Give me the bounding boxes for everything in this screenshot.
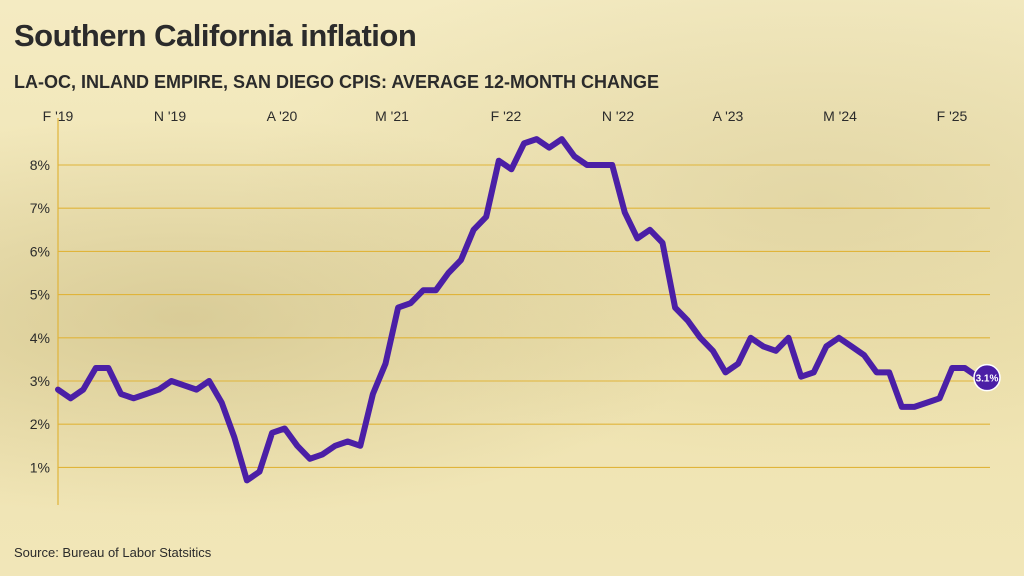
y-tick-label: 7%: [30, 200, 50, 216]
source-note: Source: Bureau of Labor Statsitics: [14, 545, 212, 560]
x-tick-label: N '19: [154, 108, 186, 124]
x-tick-label: F '25: [937, 108, 968, 124]
series-line: [55, 136, 993, 484]
x-tick-label: F '19: [43, 108, 74, 124]
chart-subtitle: LA-OC, INLAND EMPIRE, SAN DIEGO CPIS: AV…: [14, 72, 660, 92]
x-tick-label: A '20: [267, 108, 298, 124]
x-tick-label: M '21: [375, 108, 409, 124]
y-tick-label: 4%: [30, 330, 50, 346]
x-tick-label: A '23: [713, 108, 744, 124]
end-point-marker: [973, 363, 1001, 392]
y-tick-label: 6%: [30, 243, 50, 259]
y-tick-label: 3%: [30, 373, 50, 389]
y-tick-label: 2%: [30, 416, 50, 432]
end-point-label: 3.1%: [976, 374, 999, 385]
chart-title: Southern California inflation: [14, 18, 417, 53]
x-tick-label: N '22: [602, 108, 634, 124]
x-tick-label: F '22: [491, 108, 522, 124]
x-tick-label: M '24: [823, 108, 857, 124]
y-tick-label: 5%: [30, 287, 50, 303]
y-tick-label: 1%: [30, 459, 50, 475]
y-tick-label: 8%: [30, 157, 50, 173]
